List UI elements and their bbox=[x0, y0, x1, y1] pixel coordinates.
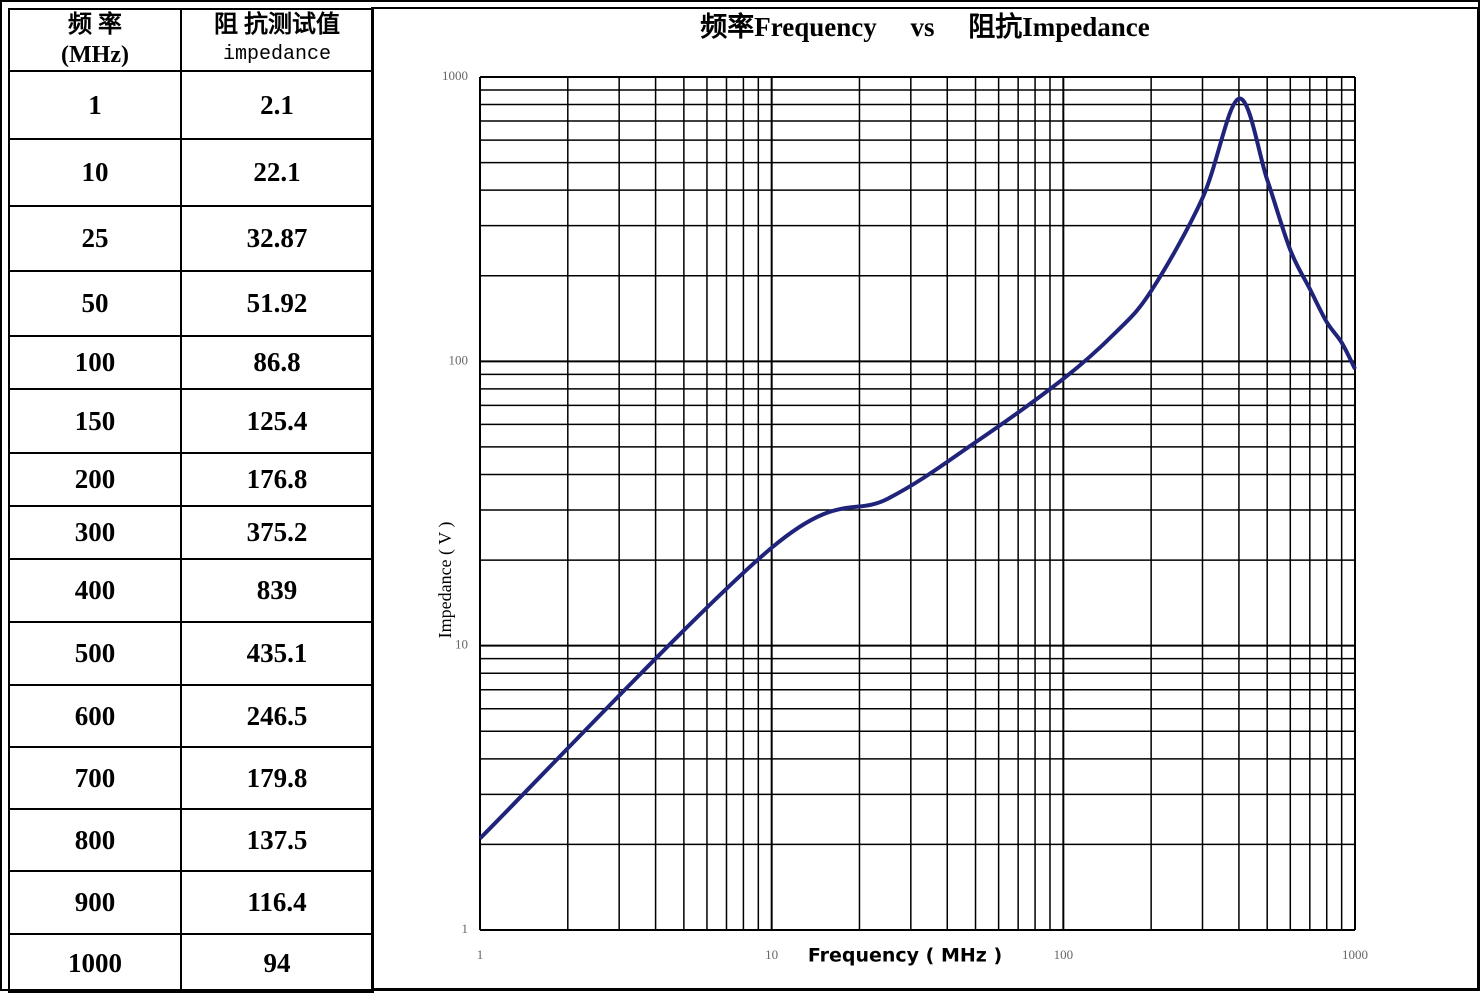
x-tick-label: 1 bbox=[477, 947, 484, 962]
table-cell: 100 bbox=[8, 335, 182, 390]
header-text: impedance bbox=[222, 43, 332, 66]
table-cell: 10 bbox=[8, 138, 182, 207]
x-tick-label: 1000 bbox=[1342, 947, 1368, 962]
table-cell: 86.8 bbox=[180, 335, 374, 390]
table-cell: 22.1 bbox=[180, 138, 374, 207]
impedance-line bbox=[478, 96, 1357, 840]
table-cell: 125.4 bbox=[180, 388, 374, 454]
header-text: 频 率 bbox=[68, 12, 122, 38]
y-tick-label: 1 bbox=[462, 921, 469, 936]
table-cell: 94 bbox=[180, 933, 374, 993]
table-cell: 176.8 bbox=[180, 452, 374, 507]
table-cell: 500 bbox=[8, 621, 182, 686]
table-cell: 25 bbox=[8, 205, 182, 272]
table-cell: 1 bbox=[8, 70, 182, 140]
table-cell: 375.2 bbox=[180, 505, 374, 560]
y-tick-label: 10 bbox=[455, 637, 468, 652]
table-cell: 435.1 bbox=[180, 621, 374, 686]
table-cell: 179.8 bbox=[180, 746, 374, 810]
chart-border bbox=[371, 7, 1479, 990]
table-cell: 839 bbox=[180, 558, 374, 623]
table-cell: 137.5 bbox=[180, 808, 374, 872]
table-cell: 150 bbox=[8, 388, 182, 454]
x-axis-label: Frequency ( MHz ) bbox=[808, 945, 1002, 967]
header-text: (MHz) bbox=[61, 42, 129, 68]
y-tick-label: 100 bbox=[449, 352, 469, 367]
table-cell: 116.4 bbox=[180, 870, 374, 935]
table-cell: 246.5 bbox=[180, 684, 374, 748]
table-cell: 900 bbox=[8, 870, 182, 935]
chart-title: 频率Frequency vs 阻抗Impedance bbox=[700, 11, 1150, 42]
header-cell: 频 率 (MHz) bbox=[8, 8, 182, 72]
table-cell: 600 bbox=[8, 684, 182, 748]
table-cell: 2.1 bbox=[180, 70, 374, 140]
table-cell: 51.92 bbox=[180, 270, 374, 337]
table-cell: 800 bbox=[8, 808, 182, 872]
table-cell: 200 bbox=[8, 452, 182, 507]
header-cell: 阻 抗测试值 impedance bbox=[180, 8, 374, 72]
table-cell: 700 bbox=[8, 746, 182, 810]
table-cell: 300 bbox=[8, 505, 182, 560]
y-axis-label: Impedance ( V ) bbox=[435, 522, 456, 639]
x-tick-label: 100 bbox=[1054, 947, 1074, 962]
table-cell: 32.87 bbox=[180, 205, 374, 272]
table-cell: 50 bbox=[8, 270, 182, 337]
table-cell: 1000 bbox=[8, 933, 182, 993]
x-tick-label: 10 bbox=[765, 947, 778, 962]
header-text: 阻 抗测试值 bbox=[214, 12, 340, 38]
table-cell: 400 bbox=[8, 558, 182, 623]
y-tick-label: 1000 bbox=[442, 68, 468, 83]
